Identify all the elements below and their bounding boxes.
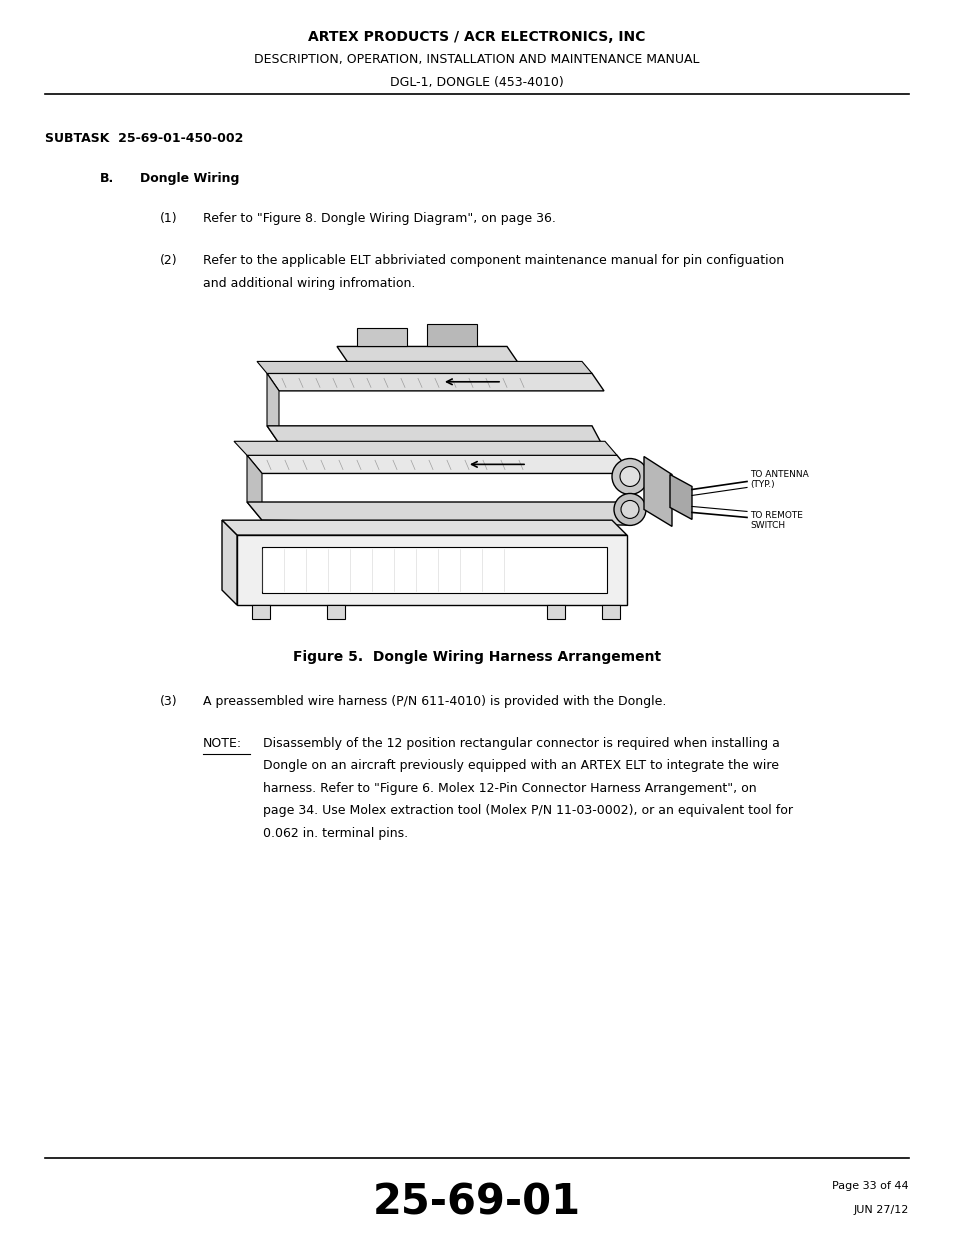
Text: Dongle Wiring: Dongle Wiring: [140, 172, 239, 185]
Text: and additional wiring infromation.: and additional wiring infromation.: [203, 277, 415, 289]
Text: ARTEX PRODUCTS / ACR ELECTRONICS, INC: ARTEX PRODUCTS / ACR ELECTRONICS, INC: [308, 30, 645, 44]
Polygon shape: [336, 347, 521, 368]
Text: Refer to "Figure 8. Dongle Wiring Diagram", on page 36.: Refer to "Figure 8. Dongle Wiring Diagra…: [203, 211, 556, 225]
Text: TO REMOTE
SWITCH: TO REMOTE SWITCH: [749, 511, 802, 530]
Polygon shape: [427, 325, 476, 347]
Text: Page 33 of 44: Page 33 of 44: [832, 1181, 908, 1191]
Polygon shape: [546, 605, 564, 619]
Polygon shape: [267, 373, 278, 443]
Polygon shape: [267, 426, 603, 448]
Text: NOTE:: NOTE:: [203, 737, 242, 750]
Text: DGL-1, DONGLE (453-4010): DGL-1, DONGLE (453-4010): [390, 75, 563, 89]
Text: 25-69-01: 25-69-01: [373, 1181, 580, 1223]
Polygon shape: [643, 457, 671, 526]
Text: DESCRIPTION, OPERATION, INSTALLATION AND MAINTENANCE MANUAL: DESCRIPTION, OPERATION, INSTALLATION AND…: [254, 53, 699, 65]
Text: SUBTASK  25-69-01-450-002: SUBTASK 25-69-01-450-002: [45, 132, 243, 144]
Text: page 34. Use Molex extraction tool (Molex P/N 11-03-0002), or an equivalent tool: page 34. Use Molex extraction tool (Mole…: [263, 804, 792, 818]
Polygon shape: [222, 520, 626, 535]
Polygon shape: [247, 456, 262, 520]
Polygon shape: [247, 456, 631, 473]
Text: A preassembled wire harness (P/N 611-4010) is provided with the Dongle.: A preassembled wire harness (P/N 611-401…: [203, 695, 666, 708]
Text: B.: B.: [100, 172, 114, 185]
Circle shape: [612, 458, 647, 494]
Polygon shape: [247, 501, 631, 525]
Polygon shape: [601, 605, 619, 619]
Text: (2): (2): [160, 253, 177, 267]
Text: harness. Refer to "Figure 6. Molex 12-Pin Connector Harness Arrangement", on: harness. Refer to "Figure 6. Molex 12-Pi…: [263, 782, 756, 795]
Circle shape: [620, 500, 639, 519]
Polygon shape: [262, 547, 606, 593]
Polygon shape: [222, 520, 236, 605]
Text: Refer to the applicable ELT abbriviated component maintenance manual for pin con: Refer to the applicable ELT abbriviated …: [203, 253, 783, 267]
Text: Dongle on an aircraft previously equipped with an ARTEX ELT to integrate the wir: Dongle on an aircraft previously equippe…: [263, 760, 779, 772]
Text: Disassembly of the 12 position rectangular connector is required when installing: Disassembly of the 12 position rectangul…: [263, 737, 779, 750]
Text: Figure 5.  Dongle Wiring Harness Arrangement: Figure 5. Dongle Wiring Harness Arrangem…: [293, 650, 660, 664]
Polygon shape: [252, 605, 270, 619]
Text: (3): (3): [160, 695, 177, 708]
Polygon shape: [669, 474, 691, 520]
Polygon shape: [327, 605, 345, 619]
Circle shape: [614, 494, 645, 525]
Circle shape: [619, 467, 639, 487]
Polygon shape: [267, 373, 603, 391]
Text: JUN 27/12: JUN 27/12: [853, 1205, 908, 1215]
Polygon shape: [356, 329, 407, 347]
Polygon shape: [256, 362, 592, 373]
Polygon shape: [236, 535, 626, 605]
Text: 0.062 in. terminal pins.: 0.062 in. terminal pins.: [263, 826, 408, 840]
Polygon shape: [233, 441, 617, 456]
Text: (1): (1): [160, 211, 177, 225]
Text: TO ANTENNA
(TYP.): TO ANTENNA (TYP.): [749, 469, 808, 489]
